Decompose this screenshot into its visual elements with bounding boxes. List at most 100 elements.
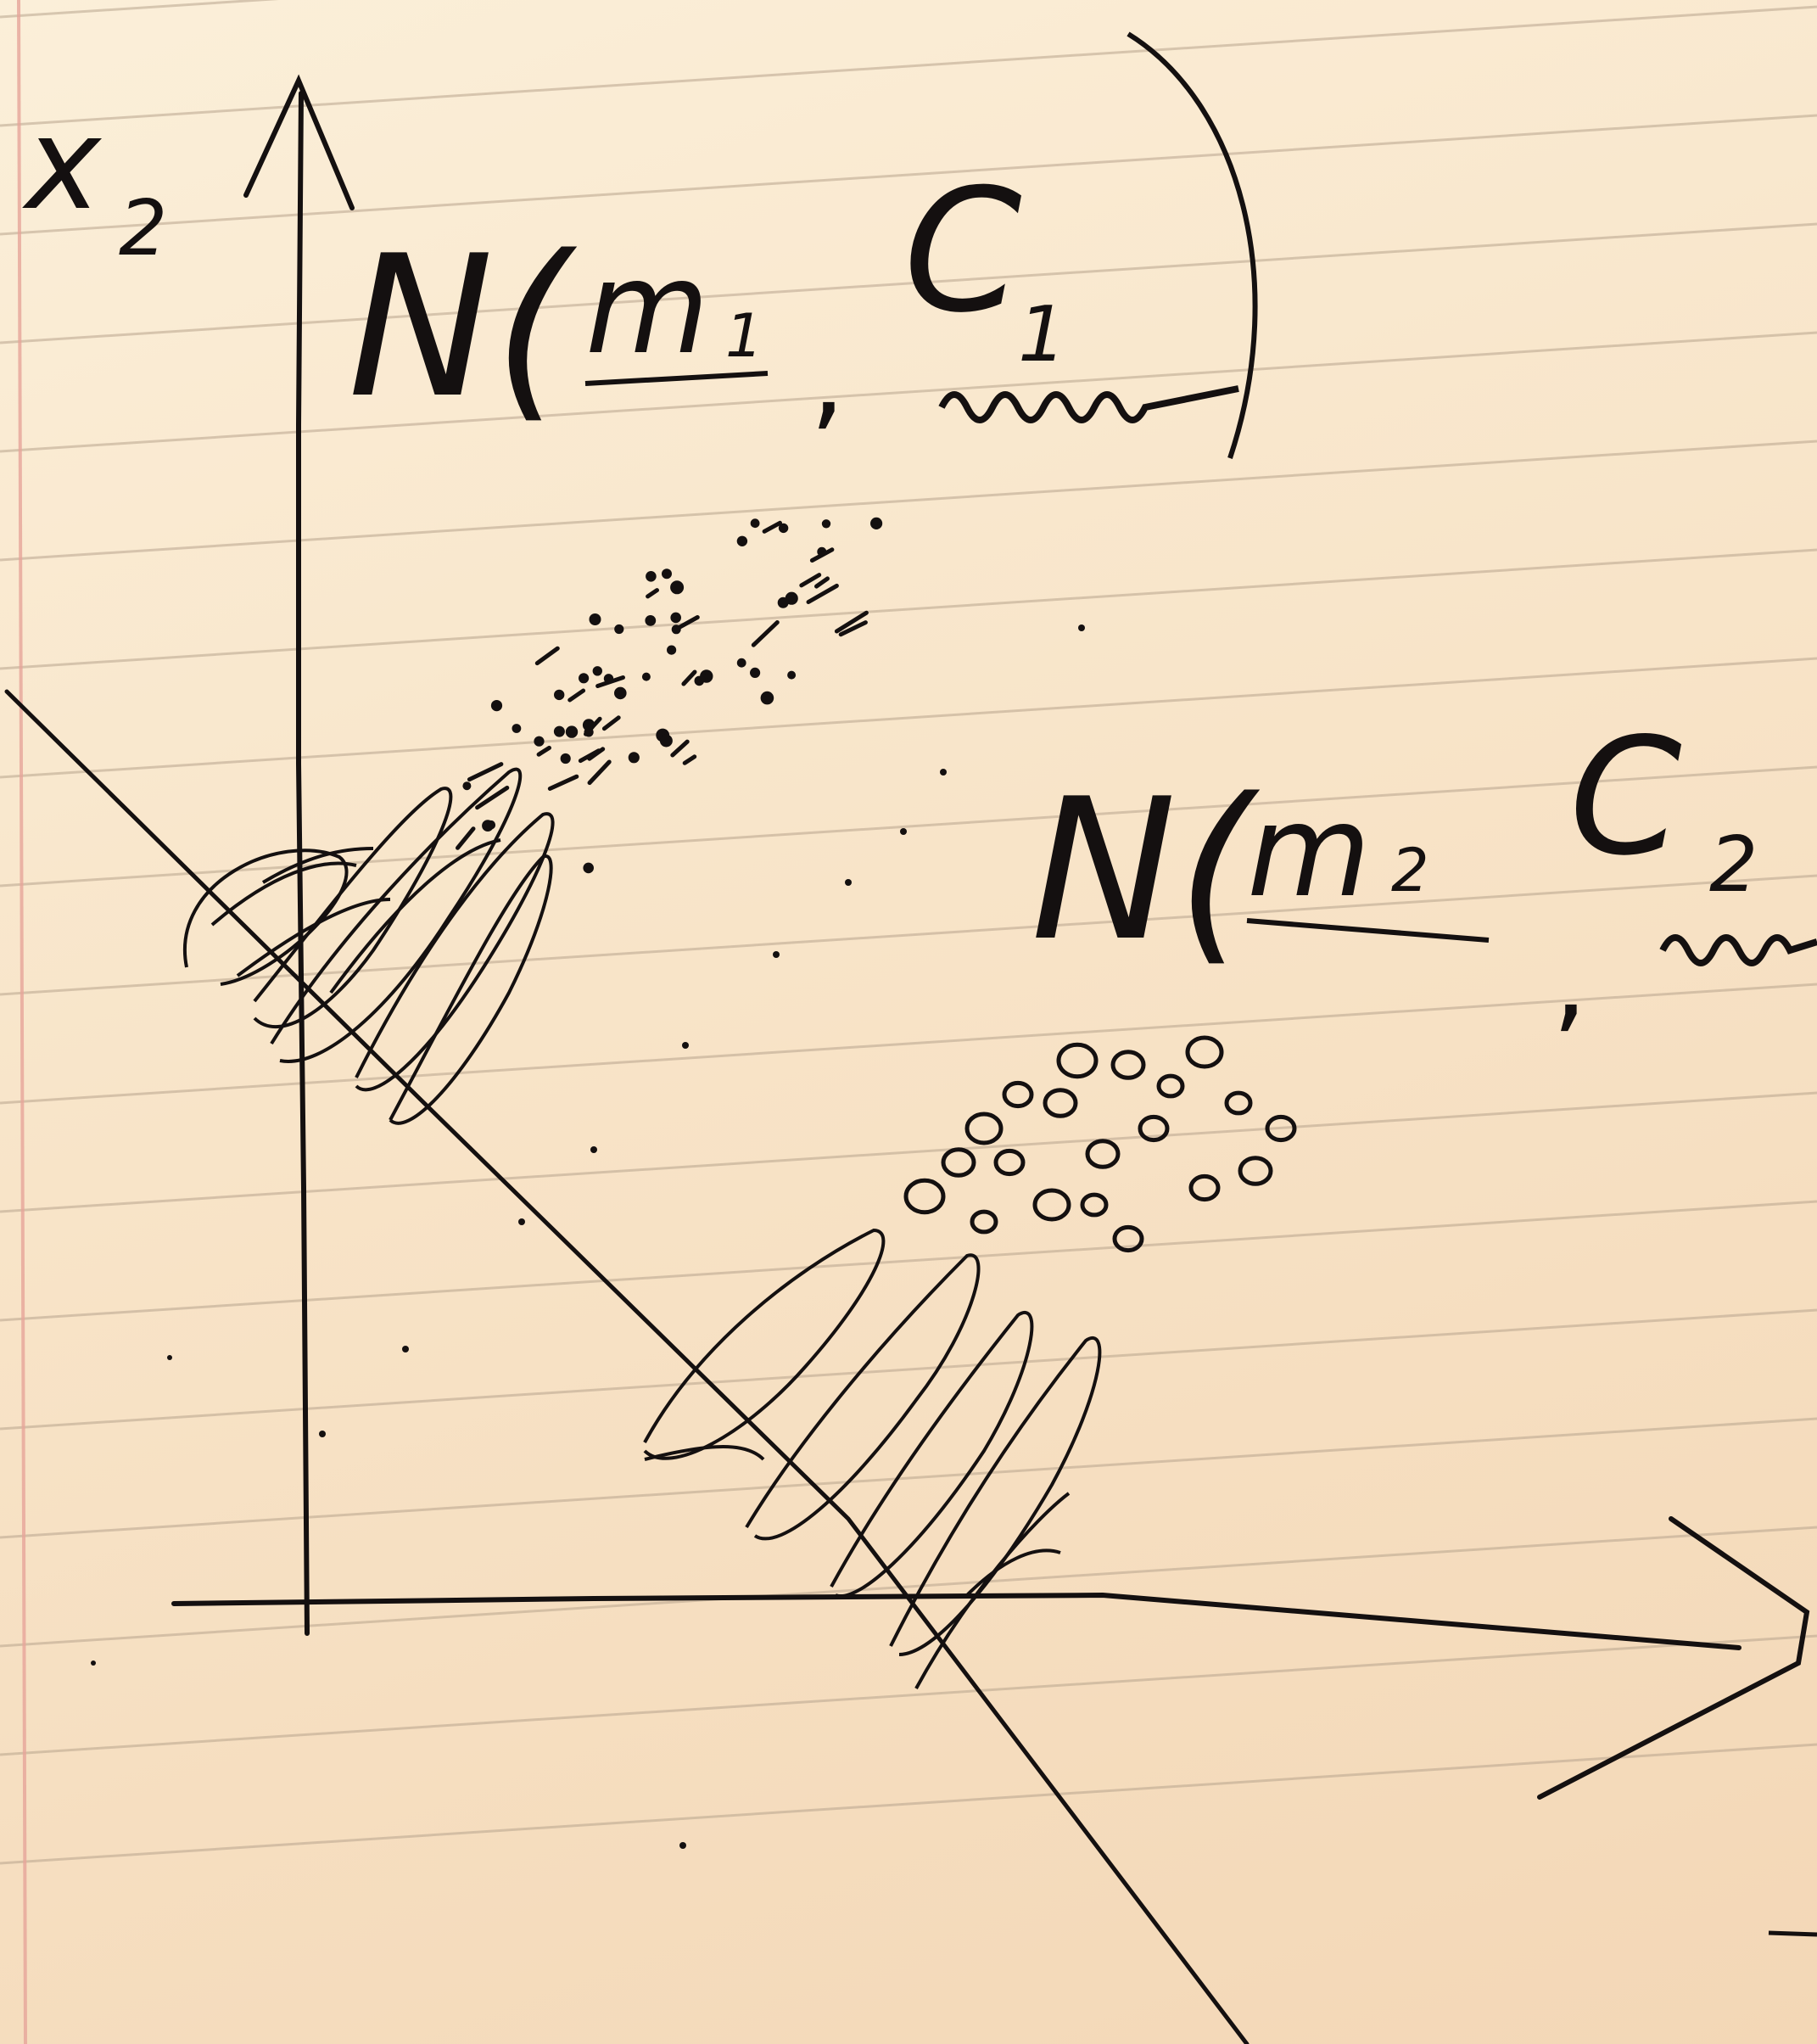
dist2-cov-subscript: 2 — [1709, 820, 1758, 910]
ruled-line — [0, 765, 1817, 888]
cluster-2-point — [1138, 1114, 1170, 1143]
cluster-1-point — [659, 734, 673, 748]
cluster-1-point — [614, 624, 624, 635]
ruled-line — [0, 114, 1817, 236]
ruled-line — [0, 1091, 1817, 1213]
cluster-1-point — [778, 523, 789, 534]
cluster-1-point — [553, 725, 565, 737]
cluster-2-point — [1112, 1224, 1144, 1253]
ruled-line — [0, 657, 1817, 779]
cluster-2-point — [1156, 1073, 1185, 1099]
cluster-1-point — [579, 673, 590, 684]
cluster-1-point — [583, 862, 595, 874]
dist1-mean: m — [585, 235, 709, 383]
cluster-1-point — [578, 748, 601, 764]
dist1-cov-underline — [938, 385, 1239, 423]
dist2-cov-underline — [1659, 934, 1817, 966]
stray-points — [91, 624, 1085, 1849]
cluster-1-point — [674, 615, 700, 631]
cluster-1-point — [806, 583, 839, 604]
cluster-1-point — [589, 613, 601, 625]
cluster-1-point — [560, 753, 571, 764]
cluster-2-point — [1080, 1192, 1109, 1218]
y-axis — [243, 74, 355, 1636]
cluster-2-point — [1224, 1090, 1253, 1116]
cluster-1-point — [645, 615, 657, 626]
decision-boundary-line — [4, 689, 1250, 2044]
cluster-1-point — [587, 759, 612, 786]
dist2-comma: , — [1552, 916, 1587, 1044]
ruled-line — [0, 222, 1817, 344]
cluster-1-point — [662, 568, 672, 580]
cluster-1-point — [567, 688, 586, 703]
dist1-mean-subscript: 1 — [725, 301, 763, 371]
cluster-2-point — [1085, 1139, 1121, 1169]
cluster-1-points — [456, 517, 883, 874]
cluster-1-point — [777, 596, 789, 608]
projection-hatch-1 — [183, 767, 555, 1125]
cluster-1-point — [512, 724, 522, 733]
ruled-line — [0, 0, 279, 19]
edge-mark — [1768, 1930, 1817, 1937]
cluster-2-point — [1185, 1035, 1224, 1069]
cluster-1-point — [751, 620, 780, 647]
dist2-mean-subscript: 2 — [1391, 836, 1429, 905]
cluster-1-point — [814, 576, 830, 589]
cluster-1-point — [682, 754, 697, 765]
cluster-1-point — [670, 580, 685, 595]
x-axis — [171, 1516, 1810, 1800]
cluster-2-point — [970, 1209, 998, 1235]
cluster-2-point — [941, 1147, 976, 1178]
cluster-2-point — [903, 1178, 946, 1215]
ruled-line — [0, 331, 1817, 453]
cluster-1-point — [641, 672, 651, 681]
cluster-1-point — [601, 715, 621, 731]
dist1-cov-subscript: 1 — [1018, 290, 1066, 379]
cluster-1-point — [490, 700, 503, 712]
y-axis-label-subscript: 2 — [119, 184, 167, 273]
ruled-line — [0, 1743, 1817, 1865]
cluster-1-point — [736, 658, 746, 668]
cluster-1-point — [565, 725, 579, 738]
cluster-1-point — [760, 691, 774, 705]
ruled-line — [0, 440, 1817, 562]
cluster-2-point — [1043, 1088, 1078, 1118]
dist1-mean-underline — [584, 371, 769, 386]
cluster-2-point — [1110, 1050, 1146, 1080]
cluster-1-point — [554, 689, 565, 701]
dist2-mean: m — [1247, 778, 1371, 926]
cluster-1-point — [667, 645, 677, 655]
cluster-1-point — [482, 820, 494, 832]
dist1-comma: , — [810, 313, 845, 442]
cluster-1-point — [670, 739, 690, 758]
cluster-1-point — [536, 745, 551, 757]
cluster-2-point — [1238, 1156, 1273, 1186]
cluster-1-point — [592, 666, 602, 676]
ruled-line — [0, 5, 1817, 127]
cluster-1-point — [603, 674, 614, 684]
cluster-1-point — [750, 667, 761, 679]
cluster-2-point — [993, 1148, 1026, 1177]
cluster-2-points — [903, 1035, 1297, 1253]
cluster-2-point — [1032, 1188, 1071, 1222]
cluster-1-point — [700, 669, 713, 683]
y-axis-arrowhead — [243, 74, 355, 210]
cluster-1-point — [534, 736, 545, 747]
ruled-line — [0, 548, 1817, 670]
dist2-mean-underline — [1246, 918, 1490, 943]
cluster-2-point — [1002, 1080, 1034, 1109]
cluster-2-point — [1056, 1042, 1099, 1079]
margin-line — [17, 0, 27, 2044]
cluster-1-point — [614, 686, 627, 700]
ruled-line — [0, 1417, 1817, 1539]
cluster-1-point — [821, 519, 831, 529]
cluster-1-point — [762, 520, 782, 534]
ruled-line — [0, 1200, 1817, 1322]
ruled-line — [0, 1526, 1817, 1648]
cluster-1-point — [584, 716, 602, 736]
dist2-cov: C — [1569, 703, 1682, 891]
x-axis-arrowhead — [1537, 1516, 1810, 1800]
cluster-1-point — [628, 752, 640, 764]
cluster-2-point — [1265, 1114, 1297, 1143]
